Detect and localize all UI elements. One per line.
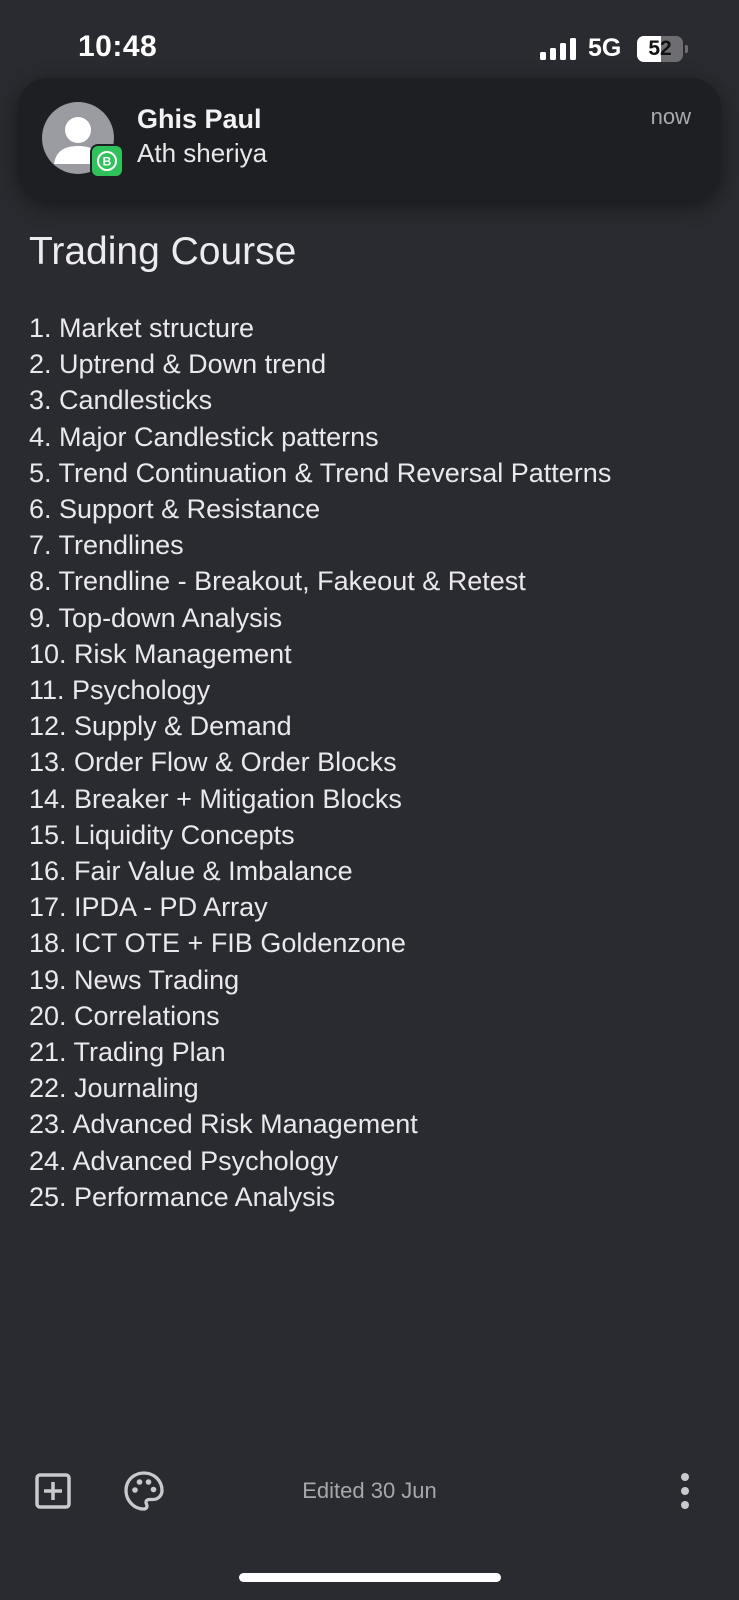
note-line: 22. Journaling	[29, 1073, 199, 1104]
note-line: 23. Advanced Risk Management	[29, 1109, 418, 1140]
note-line: 17. IPDA - PD Array	[29, 892, 268, 923]
home-indicator[interactable]	[239, 1573, 501, 1582]
note-line: 20. Correlations	[29, 1000, 220, 1031]
notification-sender: Ghis Paul	[137, 104, 262, 134]
add-box-icon[interactable]	[34, 1472, 72, 1510]
note-line: 16. Fair Value & Imbalance	[29, 856, 353, 887]
more-vertical-icon[interactable]	[670, 1470, 700, 1512]
bottom-toolbar: Edited 30 Jun	[0, 1440, 739, 1540]
note-title[interactable]: Trading Course	[29, 230, 297, 273]
note-line: 5. Trend Continuation & Trend Reversal P…	[29, 457, 612, 488]
note-line: 8. Trendline - Breakout, Fakeout & Retes…	[29, 566, 526, 597]
note-line: 2. Uptrend & Down trend	[29, 349, 327, 380]
note-line: 15. Liquidity Concepts	[29, 819, 295, 850]
note-line: 3. Candlesticks	[29, 385, 213, 416]
network-type-label: 5G	[588, 34, 622, 62]
whatsapp-business-icon: B	[90, 144, 124, 178]
note-line: 24. Advanced Psychology	[29, 1145, 339, 1176]
note-line: 6. Support & Resistance	[29, 494, 321, 525]
palette-icon[interactable]	[123, 1470, 165, 1512]
notification-banner[interactable]: B Ghis Paul Ath sheriya now	[18, 78, 721, 200]
note-line: 13. Order Flow & Order Blocks	[29, 747, 397, 778]
note-line: 12. Supply & Demand	[29, 711, 292, 742]
notification-message: Ath sheriya	[137, 138, 268, 168]
note-line: 19. News Trading	[29, 964, 240, 995]
status-bar: 10:48 5G 52	[0, 0, 739, 96]
note-line: 11. Psychology	[29, 675, 211, 706]
note-line: 25. Performance Analysis	[29, 1181, 336, 1212]
note-line: 10. Risk Management	[29, 638, 292, 669]
battery-fill	[637, 36, 661, 62]
cellular-signal-icon	[540, 38, 576, 60]
battery-icon: 52	[637, 36, 688, 62]
note-line: 4. Major Candlestick patterns	[29, 421, 379, 452]
status-time: 10:48	[78, 30, 158, 63]
battery-level: 52	[648, 37, 672, 60]
svg-text:B: B	[103, 155, 112, 169]
note-line: 21. Trading Plan	[29, 1037, 226, 1068]
note-line: 1. Market structure	[29, 313, 255, 343]
note-line: 7. Trendlines	[29, 530, 184, 561]
note-line: 14. Breaker + Mitigation Blocks	[29, 783, 402, 814]
note-line: 18. ICT OTE + FIB Goldenzone	[29, 928, 406, 959]
notification-time: now	[650, 104, 691, 129]
note-body[interactable]: 1. Market structure 2. Uptrend & Down tre…	[29, 310, 719, 1215]
edited-timestamp: Edited 30 Jun	[302, 1478, 437, 1503]
note-line: 9. Top-down Analysis	[29, 602, 283, 633]
